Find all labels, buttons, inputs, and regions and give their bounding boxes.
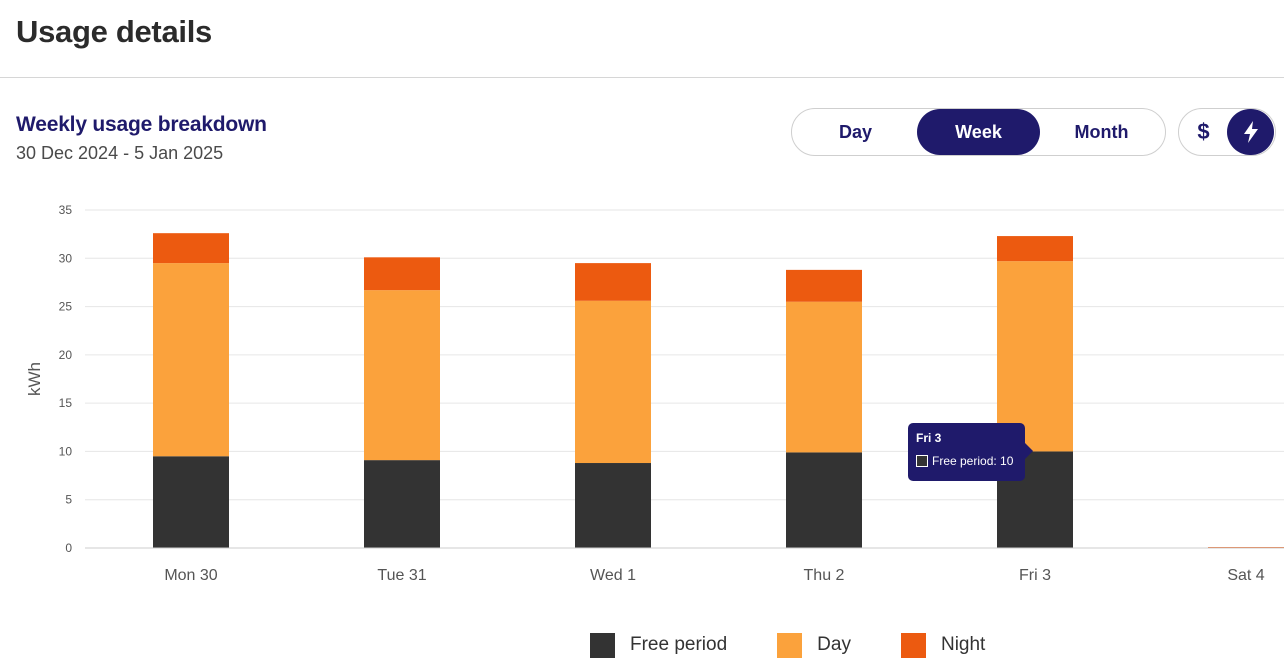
x-tick-label: Tue 31 bbox=[377, 567, 426, 584]
legend-swatch-day bbox=[777, 632, 803, 658]
energy-unit-button[interactable] bbox=[1227, 109, 1274, 155]
bar-night[interactable] bbox=[364, 257, 440, 291]
usage-chart: kWh 0 5 10 15 20 25 30 35 Mon 30 Tue 31 Wed 1 Thu … bbox=[25, 203, 1284, 584]
dollar-icon: $ bbox=[1197, 119, 1210, 144]
y-tick-label: 35 bbox=[59, 203, 73, 217]
tooltip-swatch bbox=[916, 455, 928, 467]
bar-day[interactable] bbox=[575, 300, 651, 464]
y-axis-ticks: 0 5 10 15 20 25 30 35 bbox=[59, 203, 73, 555]
bar-night[interactable] bbox=[153, 233, 229, 264]
y-tick-label: 15 bbox=[59, 396, 73, 410]
bar-free-period[interactable] bbox=[575, 463, 651, 548]
legend-item-free-period[interactable]: Free period bbox=[590, 632, 728, 658]
legend-label: Free period bbox=[630, 634, 728, 655]
x-tick-label: Thu 2 bbox=[804, 567, 845, 584]
y-tick-label: 30 bbox=[59, 251, 73, 265]
y-tick-label: 0 bbox=[65, 541, 72, 555]
legend-label: Night bbox=[940, 634, 986, 655]
x-tick-label: Wed 1 bbox=[590, 567, 636, 584]
period-toggle: Day Week Month bbox=[791, 108, 1166, 156]
bar-free-period[interactable] bbox=[153, 456, 229, 548]
y-tick-label: 25 bbox=[59, 300, 73, 314]
bar-free-period[interactable] bbox=[786, 452, 862, 548]
legend-item-night[interactable]: Night bbox=[900, 632, 986, 658]
legend-label: Day bbox=[817, 634, 851, 655]
tooltip-title: Fri 3 bbox=[916, 431, 942, 445]
page-title: Usage details bbox=[16, 14, 212, 49]
header-divider bbox=[0, 77, 1284, 78]
gridlines bbox=[85, 209, 1284, 501]
date-range: 30 Dec 2024 - 5 Jan 2025 bbox=[16, 143, 224, 163]
unit-toggle: $ bbox=[1178, 108, 1276, 156]
bar-night[interactable] bbox=[786, 269, 862, 302]
x-axis-ticks: Mon 30 Tue 31 Wed 1 Thu 2 Fri 3 Sat 4 bbox=[164, 567, 1264, 584]
y-axis-title: kWh bbox=[25, 362, 44, 396]
period-option-week[interactable]: Week bbox=[917, 109, 1040, 155]
period-option-month[interactable]: Month bbox=[1040, 109, 1163, 155]
chart-legend: Free period Day Night bbox=[590, 632, 1035, 658]
y-tick-label: 10 bbox=[59, 444, 73, 458]
legend-item-day[interactable]: Day bbox=[777, 632, 851, 658]
y-axis-title-group: kWh bbox=[25, 362, 44, 396]
x-tick-label: Mon 30 bbox=[164, 567, 217, 584]
bar-day[interactable] bbox=[997, 261, 1073, 452]
bars bbox=[153, 233, 1284, 549]
legend-swatch-night bbox=[900, 632, 926, 658]
y-tick-label: 20 bbox=[59, 348, 73, 362]
tooltip-row: Free period: 10 bbox=[916, 454, 1017, 468]
bar-day[interactable] bbox=[364, 290, 440, 461]
period-option-day[interactable]: Day bbox=[794, 109, 917, 155]
section-title: Weekly usage breakdown bbox=[16, 113, 267, 136]
bar-day[interactable] bbox=[786, 301, 862, 453]
bar-night[interactable] bbox=[997, 236, 1073, 262]
x-tick-label: Sat 4 bbox=[1227, 567, 1264, 584]
cost-unit-button[interactable]: $ bbox=[1180, 109, 1227, 155]
legend-swatch-free-period bbox=[590, 632, 615, 658]
bar-night[interactable] bbox=[575, 263, 651, 301]
bar-day[interactable] bbox=[153, 263, 229, 457]
tooltip-text: Free period: 10 bbox=[932, 454, 1014, 468]
bar-free-period[interactable] bbox=[364, 460, 440, 548]
chart-tooltip: Fri 3 Free period: 10 bbox=[908, 423, 1033, 481]
lightning-icon bbox=[1243, 121, 1258, 143]
y-tick-label: 5 bbox=[65, 493, 72, 507]
x-tick-label: Fri 3 bbox=[1019, 567, 1051, 584]
